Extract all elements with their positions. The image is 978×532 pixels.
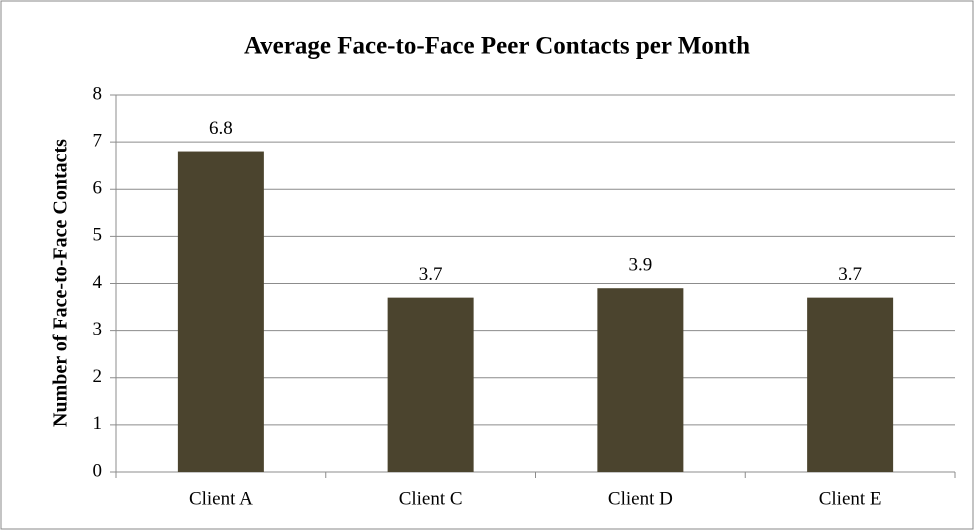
y-tick-label: 0	[93, 460, 103, 481]
y-tick-label: 7	[93, 130, 103, 151]
y-tick-label: 8	[93, 83, 103, 104]
y-tick-label: 5	[93, 225, 103, 246]
data-label: 3.9	[629, 255, 653, 276]
x-tick-label: Client E	[819, 488, 882, 509]
chart-title: Average Face-to-Face Peer Contacts per M…	[244, 33, 750, 60]
y-tick-label: 6	[93, 178, 103, 199]
data-label: 6.8	[209, 118, 233, 139]
y-tick-label: 4	[93, 272, 103, 293]
y-tick-label: 2	[93, 366, 103, 387]
bar	[597, 288, 684, 472]
data-label: 3.7	[838, 264, 862, 285]
y-axis-label: Number of Face-to-Face Contacts	[50, 139, 72, 427]
x-tick-label: Client D	[608, 488, 673, 509]
x-tick-label: Client A	[189, 488, 253, 509]
bar	[177, 151, 264, 473]
y-tick-label: 1	[93, 413, 103, 434]
data-label: 3.7	[419, 264, 443, 285]
bar	[807, 297, 894, 472]
bar	[387, 297, 474, 472]
y-tick-label: 3	[93, 319, 103, 340]
x-tick-label: Client C	[399, 488, 463, 509]
